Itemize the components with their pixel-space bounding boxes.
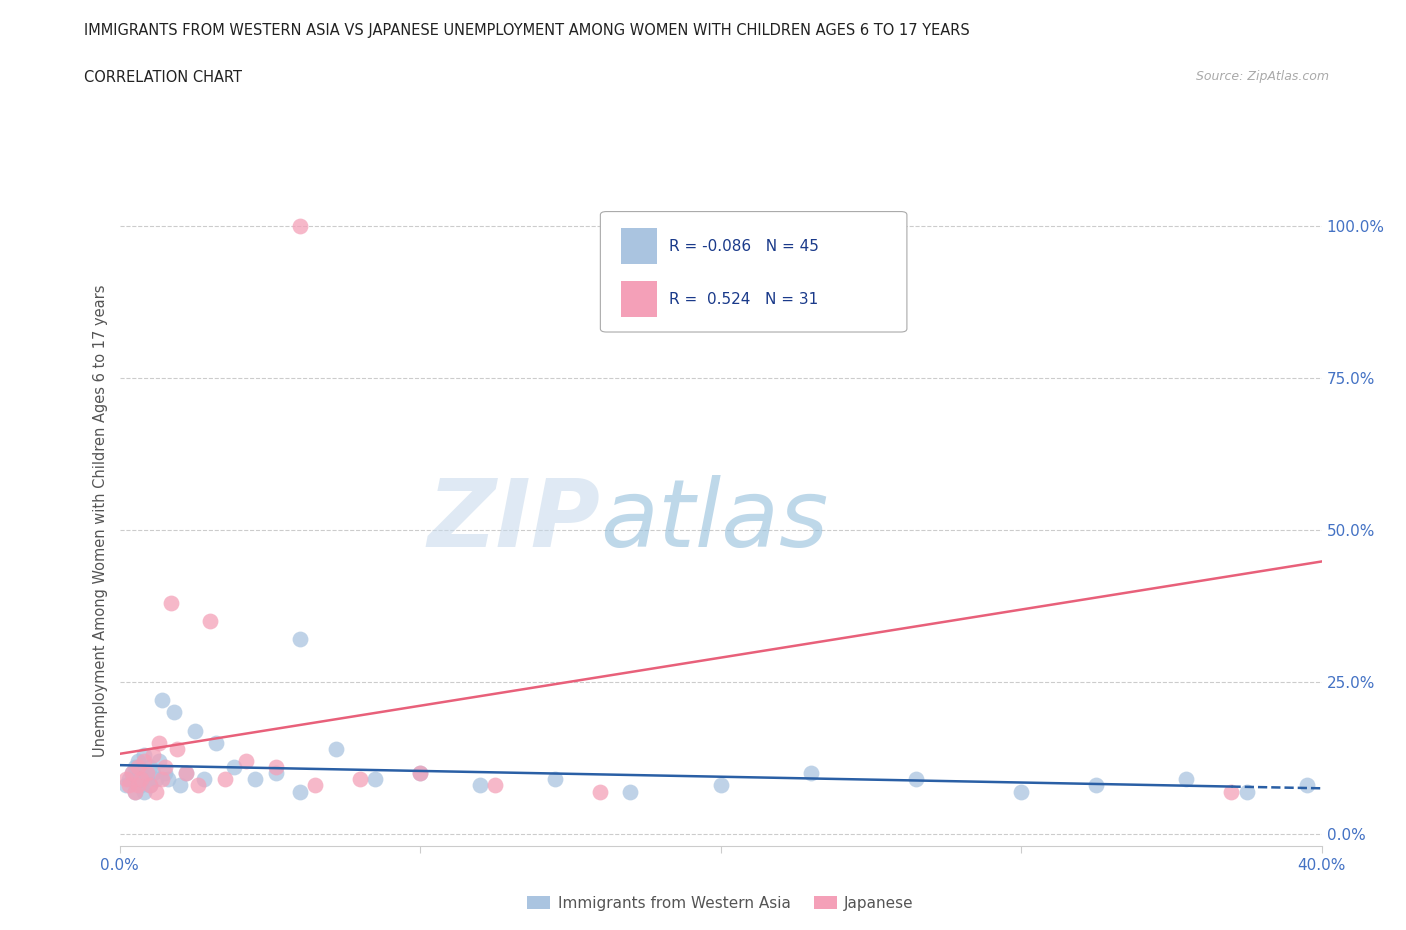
Point: [589, 784, 612, 799]
Point: [135, 772, 157, 787]
Point: [264, 760, 287, 775]
Point: [222, 760, 245, 775]
Point: [484, 778, 506, 793]
Point: [138, 760, 160, 775]
Point: [124, 784, 146, 799]
Point: [159, 595, 181, 610]
Text: CORRELATION CHART: CORRELATION CHART: [84, 70, 242, 85]
Point: [174, 765, 197, 780]
Point: [166, 741, 188, 756]
Point: [800, 765, 823, 780]
Point: [145, 772, 167, 787]
Point: [162, 705, 184, 720]
Text: IMMIGRANTS FROM WESTERN ASIA VS JAPANESE UNEMPLOYMENT AMONG WOMEN WITH CHILDREN : IMMIGRANTS FROM WESTERN ASIA VS JAPANESE…: [84, 23, 970, 38]
Text: R =  0.524   N = 31: R = 0.524 N = 31: [669, 292, 818, 307]
Point: [830, 219, 852, 233]
Point: [364, 772, 387, 787]
Legend: Immigrants from Western Asia, Japanese: Immigrants from Western Asia, Japanese: [522, 889, 920, 917]
Point: [127, 753, 149, 768]
Point: [132, 748, 155, 763]
Point: [904, 772, 927, 787]
Point: [325, 741, 347, 756]
Point: [148, 736, 170, 751]
Point: [193, 772, 215, 787]
Point: [127, 772, 149, 787]
Point: [288, 632, 311, 647]
Point: [349, 772, 371, 787]
Point: [1236, 784, 1258, 799]
Point: [288, 784, 311, 799]
Point: [129, 772, 152, 787]
Bar: [621, 281, 657, 317]
Bar: [621, 228, 657, 264]
Point: [148, 753, 170, 768]
Point: [124, 784, 146, 799]
Point: [153, 760, 176, 775]
Point: [129, 765, 152, 780]
FancyBboxPatch shape: [600, 212, 907, 332]
Point: [145, 784, 167, 799]
Point: [235, 753, 257, 768]
Point: [127, 778, 149, 793]
Point: [132, 753, 155, 768]
Point: [288, 219, 311, 233]
Point: [1295, 778, 1317, 793]
Point: [709, 778, 731, 793]
Point: [114, 772, 136, 787]
Point: [264, 765, 287, 780]
Point: [150, 693, 173, 708]
Point: [409, 765, 432, 780]
Point: [174, 765, 197, 780]
Point: [129, 778, 152, 793]
Point: [187, 778, 209, 793]
Point: [544, 772, 567, 787]
Point: [1175, 772, 1198, 787]
Point: [117, 778, 139, 793]
Point: [468, 778, 492, 793]
Point: [243, 772, 266, 787]
Text: ZIP: ZIP: [427, 475, 600, 566]
Point: [135, 765, 157, 780]
Point: [153, 765, 176, 780]
Point: [114, 778, 136, 793]
Text: R = -0.086   N = 45: R = -0.086 N = 45: [669, 239, 818, 254]
Point: [138, 778, 160, 793]
Point: [214, 772, 236, 787]
Point: [619, 784, 641, 799]
Point: [1085, 778, 1108, 793]
Point: [132, 784, 155, 799]
Point: [304, 778, 326, 793]
Point: [1010, 784, 1032, 799]
Point: [121, 765, 143, 780]
Point: [117, 772, 139, 787]
Point: [169, 778, 191, 793]
Point: [198, 614, 221, 629]
Text: atlas: atlas: [600, 475, 828, 566]
Y-axis label: Unemployment Among Women with Children Ages 6 to 17 years: Unemployment Among Women with Children A…: [93, 285, 108, 757]
Point: [138, 778, 160, 793]
Point: [409, 765, 432, 780]
Text: Source: ZipAtlas.com: Source: ZipAtlas.com: [1195, 70, 1329, 83]
Point: [150, 772, 173, 787]
Point: [121, 765, 143, 780]
Point: [183, 724, 205, 738]
Point: [127, 760, 149, 775]
Point: [124, 760, 146, 775]
Point: [142, 748, 165, 763]
Point: [1220, 784, 1243, 799]
Point: [156, 772, 179, 787]
Point: [142, 765, 165, 780]
Point: [204, 736, 226, 751]
